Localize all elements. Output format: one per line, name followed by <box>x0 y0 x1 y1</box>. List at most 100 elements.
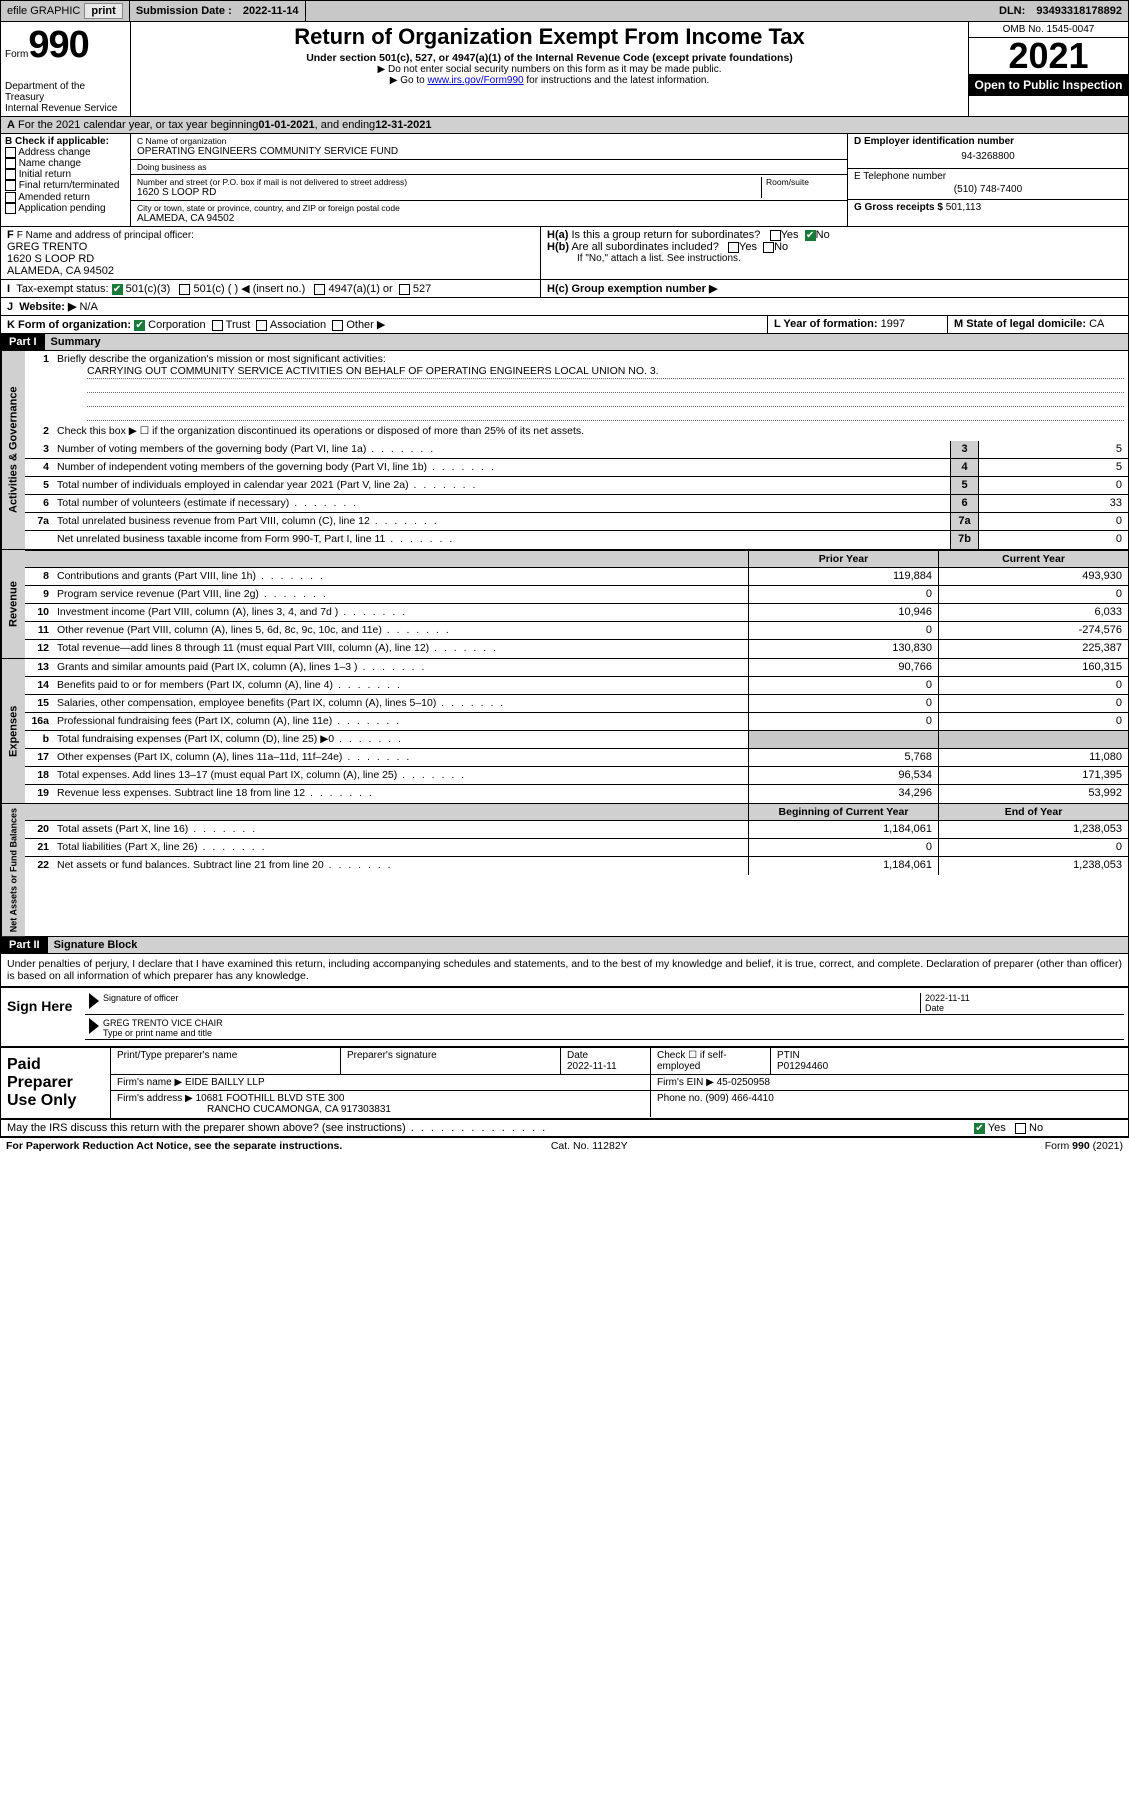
form-990: Form990 Department of the Treasury Inter… <box>0 22 1129 1138</box>
dln: DLN: 93493318178892 <box>993 1 1128 21</box>
summary-row: 12Total revenue—add lines 8 through 11 (… <box>25 640 1128 658</box>
section-a-taxyear: A For the 2021 calendar year, or tax yea… <box>1 117 1128 134</box>
part1-header: Part I Summary <box>1 334 1128 351</box>
chk-527[interactable] <box>399 284 410 295</box>
summary-row: 4Number of independent voting members of… <box>25 459 1128 477</box>
summary-row: 11Other revenue (Part VIII, column (A), … <box>25 622 1128 640</box>
street-address: 1620 S LOOP RD <box>137 187 761 198</box>
h-c: H(c) Group exemption number ▶ <box>547 283 717 295</box>
summary-row: 5Total number of individuals employed in… <box>25 477 1128 495</box>
tab-revenue: Revenue <box>1 550 25 658</box>
firm-phone: (909) 466-4410 <box>705 1093 773 1104</box>
chk-final-return[interactable] <box>5 180 16 191</box>
summary-row: 9Program service revenue (Part VIII, lin… <box>25 586 1128 604</box>
section-i: I Tax-exempt status: 501(c)(3) 501(c) ( … <box>1 280 1128 298</box>
officer-name: GREG TRENTO <box>7 241 87 253</box>
firm-ein: 45-0250958 <box>717 1077 770 1088</box>
chk-initial-return[interactable] <box>5 169 16 180</box>
summary-row: 14Benefits paid to or for members (Part … <box>25 677 1128 695</box>
chk-application-pending[interactable] <box>5 203 16 214</box>
chk-address-change[interactable] <box>5 147 16 158</box>
summary-row: 3Number of voting members of the governi… <box>25 441 1128 459</box>
summary-row: 16aProfessional fundraising fees (Part I… <box>25 713 1128 731</box>
part1-revenue: Revenue Prior Year Current Year 8Contrib… <box>1 550 1128 659</box>
summary-row: 19Revenue less expenses. Subtract line 1… <box>25 785 1128 803</box>
firm-addr2: RANCHO CUCAMONGA, CA 917303831 <box>117 1104 391 1115</box>
tax-year: 2021 <box>969 38 1128 74</box>
summary-row: 17Other expenses (Part IX, column (A), l… <box>25 749 1128 767</box>
summary-row: 15Salaries, other compensation, employee… <box>25 695 1128 713</box>
section-klm: K Form of organization: Corporation Trus… <box>1 316 1128 334</box>
prep-date: 2022-11-11 <box>567 1061 617 1072</box>
form-ref: Form 990 (2021) <box>1045 1140 1123 1152</box>
paid-preparer-block: Paid Preparer Use Only Print/Type prepar… <box>1 1048 1128 1120</box>
state-domicile: CA <box>1089 318 1104 330</box>
summary-row: 7aTotal unrelated business revenue from … <box>25 513 1128 531</box>
chk-ha-no[interactable] <box>805 230 816 241</box>
top-toolbar: efile GRAPHIC print Submission Date : 20… <box>0 0 1129 22</box>
subtitle-2: ▶ Do not enter social security numbers o… <box>137 64 962 75</box>
chk-self-employed[interactable]: Check ☐ if self-employed <box>651 1048 771 1074</box>
form990-link[interactable]: www.irs.gov/Form990 <box>427 75 523 86</box>
firm-addr1: 10681 FOOTHILL BLVD STE 300 <box>196 1093 345 1104</box>
form-header: Form990 Department of the Treasury Inter… <box>1 22 1128 117</box>
subtitle-3: ▶ Go to www.irs.gov/Form990 for instruct… <box>137 75 962 86</box>
chk-ha-yes[interactable] <box>770 230 781 241</box>
summary-row: bTotal fundraising expenses (Part IX, co… <box>25 731 1128 749</box>
col-end-year: End of Year <box>938 804 1128 820</box>
part1-gov: Activities & Governance 1 Briefly descri… <box>1 351 1128 550</box>
ptin: P01294460 <box>777 1061 828 1072</box>
cat-no: Cat. No. 11282Y <box>551 1140 628 1152</box>
summary-row: 18Total expenses. Add lines 13–17 (must … <box>25 767 1128 785</box>
form-title: Return of Organization Exempt From Incom… <box>137 24 962 50</box>
chk-hb-no[interactable] <box>763 242 774 253</box>
h-a: H(a) Is this a group return for subordin… <box>547 229 1122 241</box>
year-formation: 1997 <box>881 318 905 330</box>
chk-discuss-no[interactable] <box>1015 1123 1026 1134</box>
arrow-icon <box>89 993 99 1009</box>
penalty-statement: Under penalties of perjury, I declare th… <box>1 954 1128 986</box>
summary-row: 20Total assets (Part X, line 16)1,184,06… <box>25 821 1128 839</box>
chk-501c3[interactable] <box>112 284 123 295</box>
may-irs-discuss: May the IRS discuss this return with the… <box>1 1120 1128 1137</box>
summary-row: 8Contributions and grants (Part VIII, li… <box>25 568 1128 586</box>
tab-gov: Activities & Governance <box>1 351 25 549</box>
dept-treasury: Department of the Treasury <box>5 81 126 103</box>
arrow-icon <box>89 1018 99 1034</box>
chk-assoc[interactable] <box>256 320 267 331</box>
print-button[interactable]: print <box>84 3 122 19</box>
chk-corp[interactable] <box>134 320 145 331</box>
chk-501c[interactable] <box>179 284 190 295</box>
tab-net: Net Assets or Fund Balances <box>1 804 25 936</box>
section-fh: F F Name and address of principal office… <box>1 227 1128 280</box>
mission-text: CARRYING OUT COMMUNITY SERVICE ACTIVITIE… <box>87 365 1124 379</box>
website: N/A <box>79 301 97 313</box>
summary-row: 13Grants and similar amounts paid (Part … <box>25 659 1128 677</box>
summary-row: Net unrelated business taxable income fr… <box>25 531 1128 549</box>
chk-trust[interactable] <box>212 320 223 331</box>
officer-signature-name: GREG TRENTO VICE CHAIR <box>103 1018 223 1028</box>
page-footer: For Paperwork Reduction Act Notice, see … <box>0 1138 1129 1154</box>
chk-4947[interactable] <box>314 284 325 295</box>
irs-label: Internal Revenue Service <box>5 103 126 114</box>
form-number: Form990 <box>5 24 126 67</box>
tab-expenses: Expenses <box>1 659 25 803</box>
col-begin-year: Beginning of Current Year <box>748 804 938 820</box>
org-name: OPERATING ENGINEERS COMMUNITY SERVICE FU… <box>137 146 841 157</box>
col-current-year: Current Year <box>938 551 1128 567</box>
part2-header: Part II Signature Block <box>1 937 1128 954</box>
org-info-block: B Check if applicable: Address change Na… <box>1 134 1128 227</box>
chk-hb-yes[interactable] <box>728 242 739 253</box>
chk-other-org[interactable] <box>332 320 343 331</box>
chk-name-change[interactable] <box>5 158 16 169</box>
part1-net: Net Assets or Fund Balances Beginning of… <box>1 804 1128 937</box>
summary-row: 22Net assets or fund balances. Subtract … <box>25 857 1128 875</box>
sign-here-block: Sign Here Signature of officer 2022-11-1… <box>1 986 1128 1048</box>
summary-row: 21Total liabilities (Part X, line 26)00 <box>25 839 1128 857</box>
section-deg: D Employer identification number 94-3268… <box>848 134 1128 226</box>
chk-discuss-yes[interactable] <box>974 1123 985 1134</box>
col-prior-year: Prior Year <box>748 551 938 567</box>
open-to-public: Open to Public Inspection <box>969 74 1128 96</box>
chk-amended[interactable] <box>5 192 16 203</box>
city-state-zip: ALAMEDA, CA 94502 <box>137 213 841 224</box>
